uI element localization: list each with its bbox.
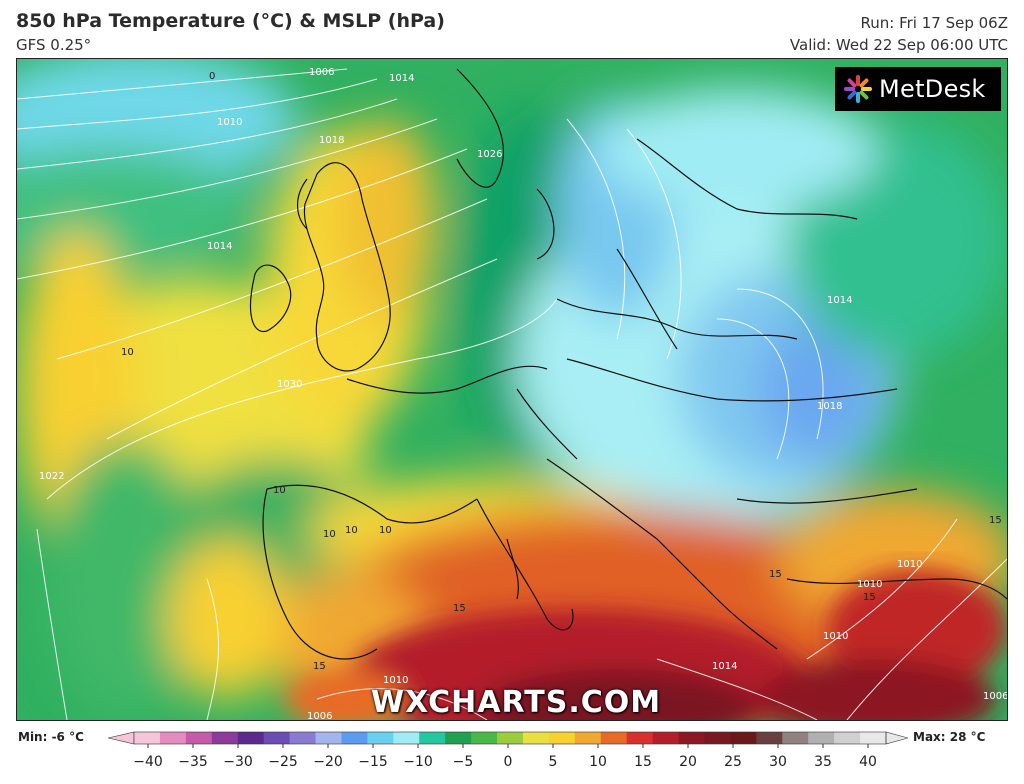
svg-text:15: 15 [453,603,466,614]
svg-text:15: 15 [863,592,876,603]
scale-tick-label: 40 [859,754,877,770]
scale-tick-label: −30 [223,754,253,770]
svg-text:1030: 1030 [277,379,302,390]
scale-swatch [419,732,446,744]
isobars [17,68,1007,720]
svg-text:1014: 1014 [827,295,852,306]
svg-text:10: 10 [121,347,134,358]
color-scale-ticks: −40 −35 −30 −25 −20 −15 −10 −5 0 5 10 15 20 25 30 35 40 [133,744,877,770]
scale-tick-label: 10 [589,754,607,770]
scale-tick-label: 35 [814,754,832,770]
map-canvas: 1006 1014 1010 1026 1018 1030 1022 1014 … [17,59,1007,720]
scale-tick-label: 0 [504,754,513,770]
svg-text:1010: 1010 [857,579,882,590]
scale-swatch [574,732,602,744]
scale-swatch [471,732,498,744]
svg-text:1010: 1010 [897,559,922,570]
svg-text:1010: 1010 [383,675,408,686]
svg-text:1018: 1018 [817,401,842,412]
scale-swatch [626,732,654,744]
scale-swatch [341,732,368,744]
scale-tick-label: 30 [769,754,787,770]
scale-swatch [159,732,187,744]
svg-text:1014: 1014 [389,73,414,84]
scale-swatch [315,732,342,744]
temperature-field [17,59,1007,720]
scale-swatch [185,732,213,744]
svg-text:10: 10 [273,485,286,496]
scale-swatch [134,732,161,744]
scale-swatch [548,732,576,744]
scale-swatch [263,732,291,744]
legend-max: Max: 28 °C [913,730,986,744]
scale-swatch [393,732,420,744]
scale-swatch [600,732,628,744]
svg-text:15: 15 [989,515,1002,526]
scale-tick-label: 20 [679,754,697,770]
scale-swatch [211,732,239,744]
chart-title: 850 hPa Temperature (°C) & MSLP (hPa) [16,10,445,32]
scale-swatch [834,732,861,744]
scale-tick-label: −10 [403,754,433,770]
svg-text:15: 15 [313,661,326,672]
watermark: WXCHARTS.COM [371,685,662,720]
svg-text:1006: 1006 [307,711,332,720]
scale-swatch [678,732,705,744]
coastlines [249,68,1007,660]
scale-swatch [289,732,317,744]
scale-arrow-left [108,731,135,745]
scale-arrow-right [885,731,908,745]
scale-tick-label: −15 [358,754,388,770]
valid-time: Valid: Wed 22 Sep 06:00 UTC [789,36,1008,54]
scale-swatch [237,732,265,744]
scale-swatch [756,732,783,744]
svg-text:1006: 1006 [983,691,1007,702]
scale-tick-label: −20 [313,754,343,770]
metdesk-flower-icon [844,75,872,103]
scale-tick-label: 5 [549,754,558,770]
svg-text:15: 15 [769,569,782,580]
svg-text:0: 0 [209,71,215,82]
svg-text:1010: 1010 [217,117,242,128]
svg-text:10: 10 [345,525,358,536]
svg-text:1026: 1026 [477,149,502,160]
scale-tick-label: −40 [133,754,163,770]
temperature-labels: 10 10 10 10 10 15 15 15 15 15 0 [121,71,1002,672]
scale-swatch [497,732,524,744]
model-label: GFS 0.25° [16,36,92,54]
scale-swatch [704,732,731,744]
scale-tick-label: −25 [268,754,298,770]
scale-tick-label: 15 [634,754,652,770]
legend-min: Min: -6 °C [18,730,84,744]
svg-text:10: 10 [379,525,392,536]
svg-text:1018: 1018 [319,135,344,146]
svg-text:1010: 1010 [823,631,848,642]
metdesk-logo: MetDesk [835,67,1001,111]
weather-map: 1006 1014 1010 1026 1018 1030 1022 1014 … [16,58,1008,721]
scale-swatch [522,732,550,744]
scale-tick-label: 25 [724,754,742,770]
color-scale: −40 −35 −30 −25 −20 −15 −10 −5 0 5 10 15 20 25 30 35 40 [108,731,908,770]
svg-text:1022: 1022 [39,471,64,482]
scale-swatch [782,732,809,744]
logo-text: MetDesk [879,75,986,103]
scale-swatch [730,732,757,744]
scale-swatch [445,732,472,744]
pressure-labels: 1006 1014 1010 1026 1018 1030 1022 1014 … [39,67,1007,720]
color-scale-bar [108,731,908,745]
scale-swatch [367,732,394,744]
scale-swatch [808,732,835,744]
scale-swatch [652,732,680,744]
svg-text:1014: 1014 [207,241,232,252]
svg-text:1014: 1014 [712,661,737,672]
scale-tick-label: −5 [453,754,474,770]
run-time: Run: Fri 17 Sep 06Z [860,14,1008,32]
scale-swatch [860,732,887,744]
svg-text:1006: 1006 [309,67,334,78]
svg-text:10: 10 [323,529,336,540]
scale-tick-label: −35 [178,754,208,770]
